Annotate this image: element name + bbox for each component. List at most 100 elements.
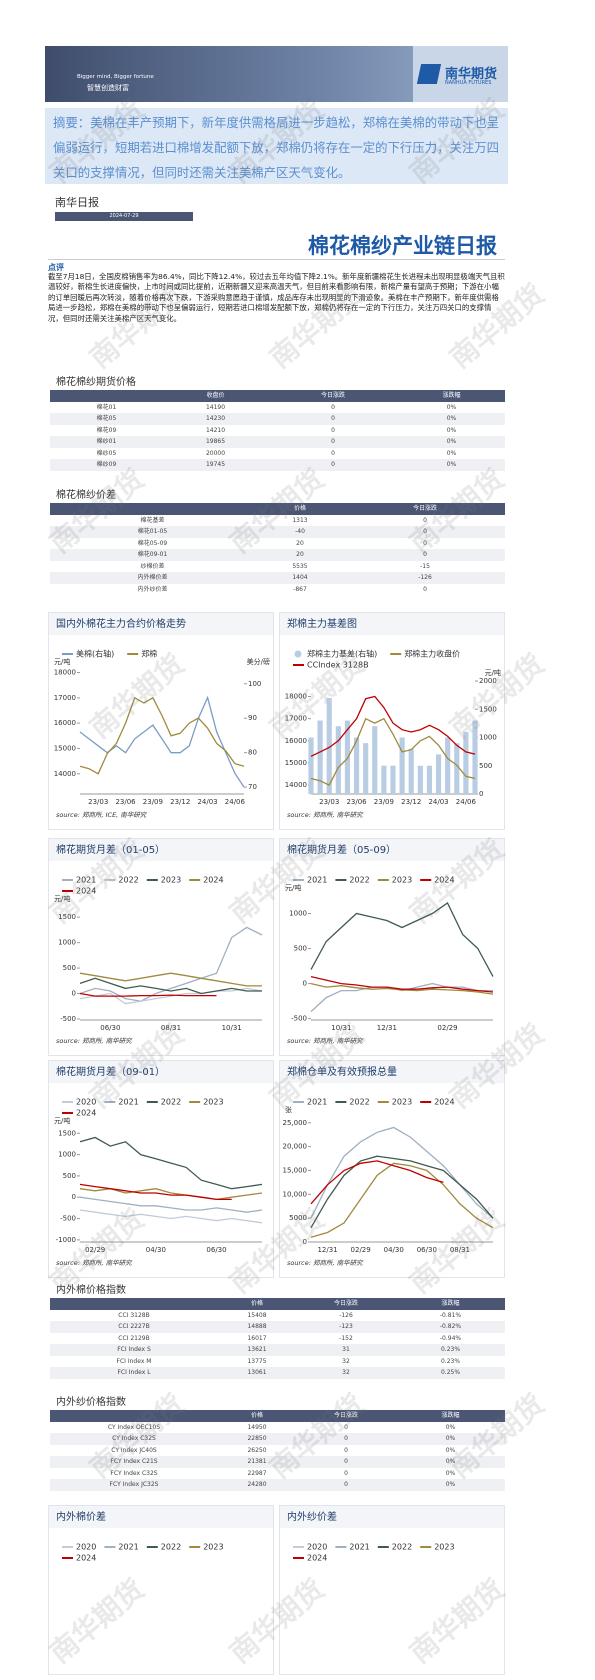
table-cell: 0.25% — [440, 1369, 461, 1376]
table-row: FCY Index C32S 22987 0 0% — [50, 1468, 505, 1480]
title-band — [49, 1061, 273, 1083]
panel-frame — [279, 838, 505, 1056]
source-note: source: 郑商所, 南华研究 — [56, 1259, 133, 1267]
table-row: 纱棉价差 5535 -15 — [50, 561, 505, 573]
table-cell: 32 — [342, 1369, 350, 1376]
table-cell: CCI 2129B — [118, 1334, 150, 1342]
series-line — [310, 975, 494, 993]
series-line — [79, 1196, 263, 1213]
table-cell: -0.94% — [439, 1334, 462, 1342]
source-note: source: 郑商所, 南华研究 — [56, 1037, 133, 1045]
y-unit: 元/吨 — [54, 657, 70, 666]
slogan-cn: 智慧创造财富 — [87, 84, 129, 92]
chart-panel: 内外棉价差 2020 2021 2022 2023 2024 — [48, 1505, 274, 1675]
series-line — [79, 987, 263, 1005]
tick-label: 0 — [479, 790, 483, 798]
table-cell: 0 — [344, 1435, 348, 1442]
logo-box: 南华期货 NANHUA FUTURES — [413, 46, 508, 102]
table-cell: -152 — [339, 1334, 353, 1342]
table-row: 棉花01 14190 0 0% — [50, 402, 505, 414]
table-cell: 26250 — [247, 1446, 267, 1454]
tick-label: -1000 — [56, 1236, 76, 1244]
table-cell: 20 — [296, 551, 304, 558]
tick-label: 0 — [303, 980, 307, 988]
y-unit: 元/吨 — [54, 894, 70, 903]
table-cell: 14210 — [205, 426, 226, 434]
tick-label: 0 — [72, 1193, 76, 1201]
table-cell: 0% — [446, 403, 457, 411]
legend-label: CCIndex 3128B — [307, 661, 369, 670]
table-cell: FCY Index C21S — [110, 1458, 158, 1465]
table-cell: -0.82% — [439, 1323, 462, 1330]
table-cell: 棉纱01 — [96, 438, 117, 445]
table-cell: 0 — [344, 1481, 348, 1488]
bar — [445, 737, 451, 794]
table-cell: FCI Index L — [117, 1369, 151, 1376]
table-row: 棉花05 14230 0 0% — [50, 413, 505, 425]
title-band — [49, 613, 273, 635]
tick-label: 0 — [72, 990, 76, 998]
chart-title: 内外纱价差 — [287, 1510, 337, 1523]
table-cell: 纱棉价差 — [140, 562, 165, 570]
table-cell: 13775 — [247, 1357, 267, 1365]
chart-title: 郑棉主力基差图 — [287, 617, 357, 630]
slogan-en: Bigger mind, Bigger fortune — [77, 74, 154, 80]
tick-label: 500 — [63, 1172, 76, 1180]
tick-label: 90 — [248, 714, 257, 722]
table-cell: 14888 — [247, 1323, 267, 1330]
table-row: 棉花01-05 -40 0 — [50, 526, 505, 538]
table-cell: -40 — [295, 528, 305, 535]
table-cell: 棉纱05 — [96, 449, 117, 457]
header-cell: 涨跌幅 — [441, 1412, 460, 1419]
table-row: FCI Index L 13061 32 0.25% — [50, 1367, 505, 1379]
tick-label: -500 — [60, 1215, 76, 1223]
table-row: FCY Index JC32S 24280 0 0% — [50, 1479, 505, 1491]
x-tick-label: 23/06 — [346, 798, 367, 806]
y-unit: 元/吨 — [54, 1116, 70, 1125]
table-cell: 棉花01 — [96, 403, 117, 411]
legend-label: 2024 — [307, 1554, 327, 1563]
table-cell: 0 — [423, 528, 427, 535]
tick-label: 500 — [63, 964, 76, 972]
table-cell: 0% — [445, 1423, 456, 1431]
summary-box: 摘要：美棉在丰产预期下，新年度供需格局进一步趋松，郑棉在美棉的带动下也呈偏弱运行… — [45, 108, 508, 184]
table-row: 棉纱09 19745 0 0% — [50, 459, 505, 471]
legend-label: 2020 — [76, 1098, 96, 1107]
table-cell: 14230 — [205, 415, 226, 422]
table-cell: 0 — [344, 1469, 348, 1477]
bar — [408, 748, 414, 794]
header-cell: 价格 — [250, 1412, 263, 1419]
x-tick-label: 08/31 — [450, 1246, 470, 1254]
x-tick-label: 10/31 — [331, 1024, 351, 1032]
bar — [463, 731, 469, 794]
table-row: CCI 2227B 14888 -123 -0.82% — [50, 1321, 505, 1333]
legend-label: 2023 — [392, 876, 412, 885]
x-tick-label: 23/09 — [374, 798, 394, 806]
table-cell: 5535 — [292, 562, 308, 570]
header-cell: 今日涨跌 — [333, 1412, 358, 1419]
header-cell: 价格 — [250, 1300, 263, 1307]
table-cell: 棉花05-09 — [137, 539, 168, 547]
table-row: 棉花基差 1313 0 — [50, 515, 505, 527]
tick-label: 16000 — [54, 719, 76, 727]
legend-label: 2023 — [203, 1098, 223, 1107]
table-header: 价格 今日涨跌 涨跌幅 — [50, 1298, 505, 1310]
chart-title: 棉花期货月差（01-05） — [56, 843, 165, 856]
table-cell: 棉花09-01 — [137, 551, 168, 558]
header-cell: 涨跌幅 — [442, 392, 461, 399]
table-title: 棉花棉纱价差 — [56, 490, 116, 501]
series-line — [79, 1136, 263, 1190]
legend-label: 郑棉主力收盘价 — [404, 649, 460, 659]
legend-label: 2024 — [434, 1098, 454, 1107]
tick-label: 17000 — [54, 694, 76, 702]
table-cell: 0 — [331, 438, 335, 445]
table-row: CCI 2129B 16017 -152 -0.94% — [50, 1333, 505, 1345]
x-tick-label: 23/03 — [319, 798, 339, 806]
tick-label: 10,000 — [283, 1190, 308, 1198]
tick-label: 1000 — [58, 939, 76, 947]
tick-label: -500 — [60, 1015, 76, 1023]
legend-label: 2021 — [307, 876, 327, 885]
